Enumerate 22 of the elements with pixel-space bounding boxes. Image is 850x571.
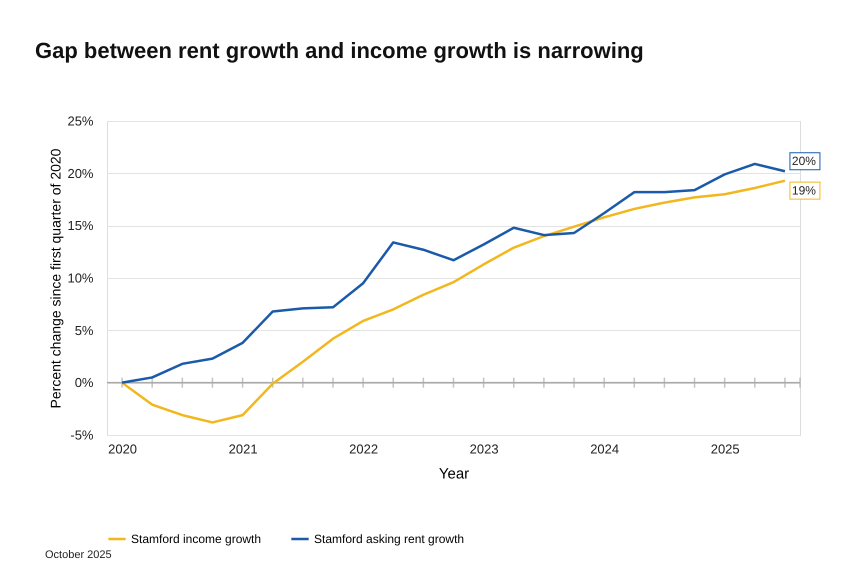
- y-tick-label: 15%: [67, 218, 94, 234]
- y-tick-label: 25%: [67, 114, 94, 128]
- x-tick-label: 2025: [710, 442, 740, 456]
- x-tick-label: 2021: [228, 442, 258, 456]
- chart-title: Gap between rent growth and income growth is narrowing: [35, 38, 644, 63]
- legend-label: Stamford asking rent growth: [314, 532, 464, 546]
- y-tick-label: 5%: [74, 322, 94, 338]
- y-tick-label: -5%: [70, 428, 94, 442]
- x-axis-title: Year: [438, 466, 470, 482]
- data-label: 19%: [792, 184, 816, 198]
- x-tick-label: 2023: [470, 442, 499, 456]
- y-axis-title: Percent change since first quarter of 2020: [47, 148, 64, 408]
- text: October 2025: [45, 549, 112, 561]
- x-tick-label: 2020: [108, 442, 138, 456]
- data-label: 20%: [792, 154, 816, 168]
- line-series: [120, 179, 786, 424]
- y-tick-label: 20%: [67, 166, 94, 181]
- y-tick-label: 0%: [74, 375, 94, 390]
- legend-label: Stamford income growth: [131, 532, 262, 546]
- x-tick-label: 2024: [590, 442, 620, 456]
- x-tick-label: 2022: [349, 442, 378, 456]
- y-tick-label: 10%: [67, 270, 94, 286]
